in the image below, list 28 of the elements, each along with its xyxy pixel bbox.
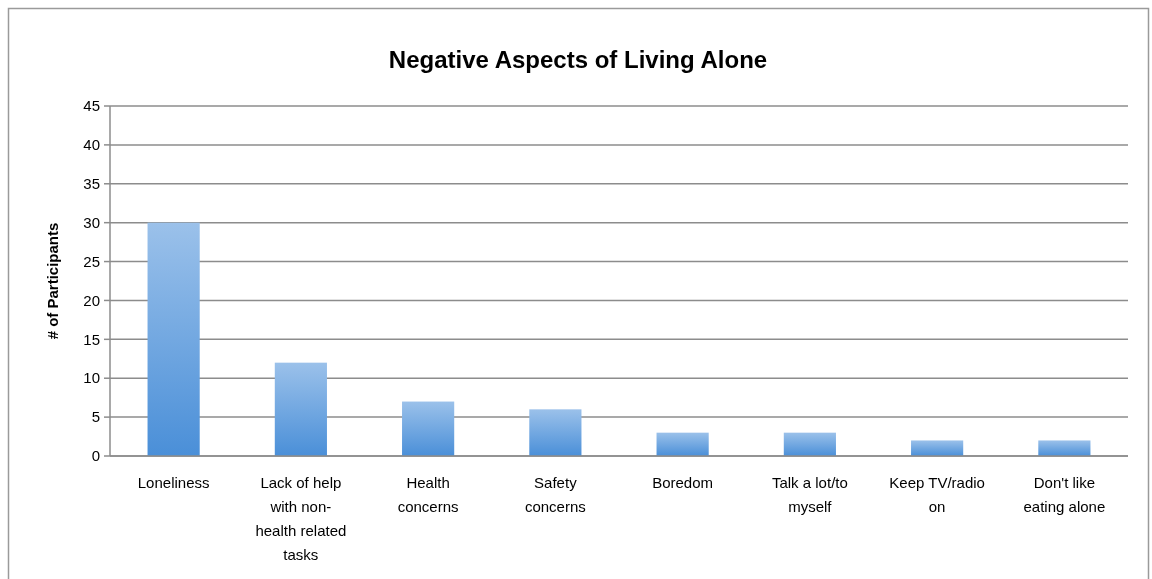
y-tick-label: 20 <box>83 291 100 309</box>
x-tick-label: Talk a lot/to myself <box>771 474 848 515</box>
y-tick-label: 5 <box>91 408 100 426</box>
bar <box>783 432 836 456</box>
x-tick-label: Lack of help with non-health related tasks <box>255 474 347 563</box>
y-tick-label: 15 <box>83 330 100 348</box>
bar <box>529 409 582 456</box>
y-tick-label: 40 <box>83 136 100 154</box>
x-tick-label: Loneliness <box>137 474 210 491</box>
y-tick-label: 25 <box>83 252 100 270</box>
y-tick-label: 35 <box>83 175 100 193</box>
bar <box>274 362 327 456</box>
y-axis-title: # of Participants <box>44 222 61 340</box>
bar <box>402 401 455 456</box>
x-tick-label: Safety concerns <box>524 474 586 515</box>
y-tick-label: 10 <box>83 369 100 387</box>
bar <box>911 440 964 456</box>
x-tick-label: Boredom <box>652 474 714 491</box>
chart-title: Negative Aspects of Living Alone <box>388 46 768 73</box>
bar <box>1038 440 1091 456</box>
x-tick-label: Don't like eating alone <box>1023 474 1106 515</box>
y-tick-label: 30 <box>83 213 100 231</box>
bar <box>147 222 200 456</box>
bar <box>656 432 709 456</box>
y-tick-label: 45 <box>83 97 100 115</box>
y-tick-label: 0 <box>91 447 100 465</box>
x-tick-label: Health concerns <box>397 474 459 515</box>
x-tick-label: Keep TV/radio on <box>889 474 985 515</box>
